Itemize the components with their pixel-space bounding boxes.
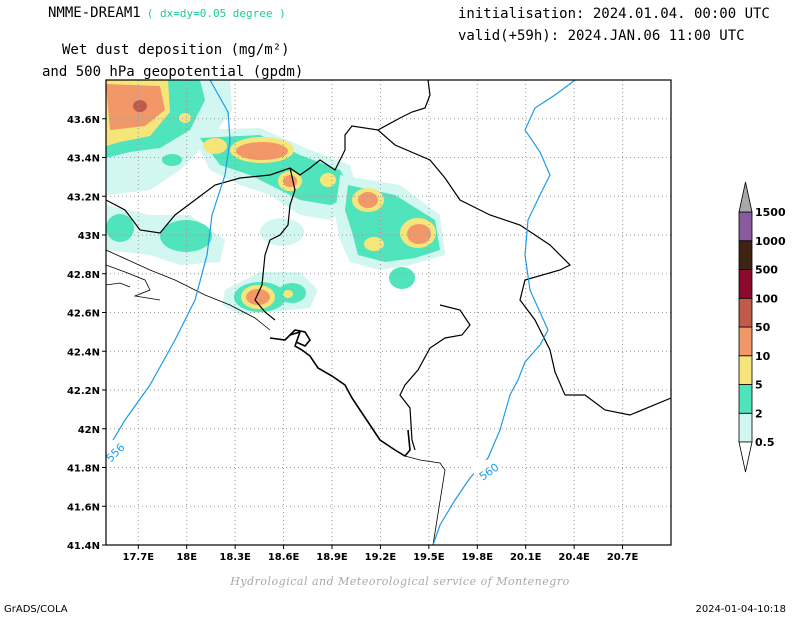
tick-label-lon: 18.6E [268,552,300,563]
legend-swatch [738,412,753,443]
legend-swatch [738,240,753,270]
variable-title-line1: Wet dust deposition (mg/m²) [62,42,290,58]
legend-label: 100 [755,292,778,305]
legend-label: 1500 [755,206,786,219]
country-border-south [399,304,471,451]
boundaries [106,80,671,545]
coast-west-2 [106,264,161,301]
legend-swatch [738,269,753,299]
country-border-east [377,129,572,396]
tick-label-lon: 18.9E [316,552,348,563]
tick-label-lon: 18E [176,552,197,563]
axis-ticks: 17.7E 18E 18.3E 18.6E 18.9E 19.2E 19.5E 19.8E 20… [67,115,639,563]
contour-label-bg-560 [474,460,500,474]
deposition-east-spot [389,267,415,289]
tick-label-lat: 42.2N [67,386,100,397]
coast-west-1 [106,249,271,331]
legend-swatch [738,355,753,385]
variable-title-line2: and 500 hPa geopotential (gpdm) [42,64,304,80]
tick-label-lon: 18.3E [219,552,251,563]
tick-label-lat: 41.6N [67,502,100,513]
tick-label-lon: 20.1E [510,552,542,563]
legend-label: 2 [755,407,763,420]
valid-time: valid(+59h): 2024.JAN.06 11:00 UTC [458,28,745,44]
tick-label-lat: 42.6N [67,309,100,320]
tick-label-lat: 41.8N [67,464,100,475]
deposition-nw-red [133,100,147,112]
model-name: NMME-DREAM1 [48,5,141,21]
coast-west-3 [106,282,131,288]
country-border-inner [254,167,296,321]
grid-resolution: ( dx=dy=0.05 degree ) [146,7,286,20]
tick-label-lat: 41.4N [67,541,100,552]
legend-swatch [738,384,753,414]
tick-label-lon: 19.5E [413,552,445,563]
legend-arrow-high [738,181,753,213]
legend-swatch [738,297,753,328]
tick-label-lat: 42.8N [67,270,100,281]
map-grid [106,80,671,545]
tick-label-lon: 20.4E [558,552,590,563]
deposition-field [106,80,445,315]
footer-timestamp: 2024-01-04-10:18 [695,604,786,615]
initialisation-time: initialisation: 2024.01.04. 00:00 UTC [458,6,770,22]
legend-arrow-low [738,441,753,473]
legend: 0.5 2 5 10 50 100 500 1000 1500 [738,181,786,473]
legend-swatch [738,211,753,242]
coastline-bay [289,329,311,347]
coastline [269,330,411,458]
footer-software: GrADS/COLA [4,604,68,615]
credit-text: Hydrological and Meteorological service … [230,575,570,588]
tick-label-lon: 19.2E [365,552,397,563]
tick-label-lon: 20.7E [607,552,639,563]
legend-label: 1000 [755,235,786,248]
tick-label-lon: 19.8E [462,552,494,563]
legend-label: 10 [755,350,771,363]
tick-label-lon: 17.7E [123,552,155,563]
tick-label-lat: 43.6N [67,115,100,126]
legend-label: 5 [755,379,763,392]
tick-label-lat: 42N [78,425,100,436]
legend-label: 50 [755,321,771,334]
contour-556 [106,80,231,453]
border-south-line [404,455,446,545]
country-border-se [565,394,671,416]
tick-label-lat: 42.4N [67,347,100,358]
model-title: NMME-DREAM1 ( dx=dy=0.05 degree ) [48,5,286,21]
legend-label: 500 [755,264,778,277]
legend-swatch [738,326,753,357]
legend-label: 0.5 [755,436,775,449]
tick-label-lat: 43.4N [67,154,100,165]
tick-label-lat: 43.2N [67,192,100,203]
tick-label-lat: 43N [78,231,100,242]
country-border-north [106,80,431,234]
